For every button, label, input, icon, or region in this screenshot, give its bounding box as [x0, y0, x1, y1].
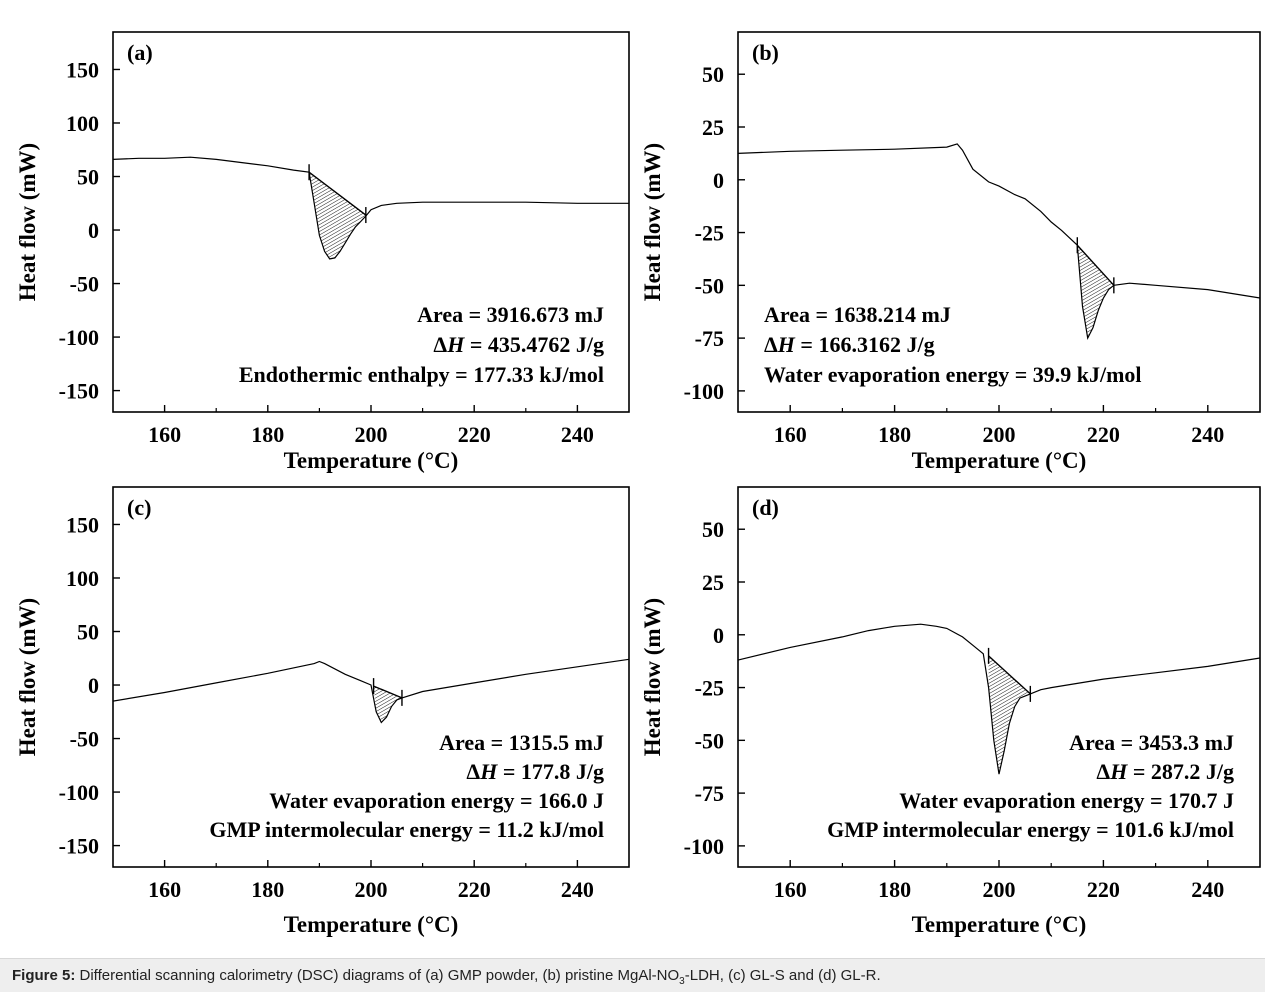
y-tick-label: -25: [695, 221, 724, 246]
dsc-curve: [737, 143, 1261, 341]
chart-panel-0: 160 180 200 220 240 150 100 50 0 -50 -100 -150 Tempe…: [15, 31, 630, 473]
y-tick-label: 50: [702, 517, 724, 542]
y-tick-label: 150: [66, 512, 99, 537]
panel-label: (a): [127, 40, 153, 65]
y-tick-label: 100: [66, 111, 99, 136]
chart-panel-2: 160 180 200 220 240 150 100 50 0 -50 -100 -150 Tempe…: [15, 486, 630, 937]
y-tick-label: 0: [88, 673, 99, 698]
y-tick-label: -50: [70, 272, 99, 297]
y-tick-label: 0: [713, 623, 724, 648]
x-tick-label: 220: [1087, 422, 1120, 447]
dsc-curve: [112, 156, 629, 260]
dsc-figure: 160 180 200 220 240 150 100 50 0 -50 -100 -150 Tempe…: [15, 31, 1261, 937]
integration-baseline: [988, 655, 1031, 695]
y-tick-label: -150: [59, 379, 99, 404]
y-tick-label: -100: [59, 325, 99, 350]
x-tick-label: 200: [355, 422, 388, 447]
integration-baseline: [373, 685, 403, 699]
peak-hatch: [1077, 245, 1114, 339]
y-tick-label: -100: [684, 379, 724, 404]
x-tick-label: 160: [774, 877, 807, 902]
x-axis-label: Temperature (°C): [284, 912, 459, 937]
annotation-text: Water evaporation energy = 170.7 J: [899, 788, 1234, 813]
annotation-text: Area = 3453.3 mJ: [1069, 730, 1234, 755]
annotation-text: Water evaporation energy = 39.9 kJ/mol: [764, 362, 1142, 387]
y-tick-label: 100: [66, 566, 99, 591]
x-tick-label: 200: [983, 422, 1016, 447]
y-tick-label: 25: [702, 570, 724, 595]
caption-text-before: Differential scanning calorimetry (DSC) …: [79, 967, 680, 984]
annotation-text: Water evaporation energy = 166.0 J: [269, 788, 604, 813]
panel-label: (c): [127, 495, 151, 520]
panel-label: (d): [752, 495, 779, 520]
y-tick-label: -100: [59, 780, 99, 805]
y-tick-label: 0: [713, 168, 724, 193]
x-tick-label: 160: [774, 422, 807, 447]
x-tick-label: 160: [148, 422, 181, 447]
caption-subscript: 3: [679, 976, 685, 987]
annotation-text: ΔH = 166.3162 J/g: [764, 332, 935, 357]
dsc-curve: [112, 658, 630, 724]
x-tick-label: 180: [251, 422, 284, 447]
y-axis-label: Heat flow (mW): [640, 143, 665, 301]
x-axis-label: Temperature (°C): [912, 448, 1087, 473]
peak-hatch: [988, 655, 1031, 775]
y-axis-label: Heat flow (mW): [15, 598, 40, 756]
y-tick-label: 25: [702, 115, 724, 140]
y-axis-label: Heat flow (mW): [15, 143, 40, 301]
chart-panel-1: 160 180 200 220 240 50 25 0 -25 -50 -75 -100 Tempera…: [640, 31, 1261, 473]
y-tick-label: 0: [88, 218, 99, 243]
annotation-text: ΔH = 177.8 J/g: [466, 759, 604, 784]
x-tick-label: 220: [458, 422, 491, 447]
y-tick-label: -50: [695, 273, 724, 298]
x-tick-label: 240: [561, 422, 594, 447]
y-tick-label: -25: [695, 676, 724, 701]
dsc-curve: [737, 623, 1261, 775]
y-tick-label: 50: [77, 165, 99, 190]
y-tick-label: 50: [77, 620, 99, 645]
x-tick-label: 160: [148, 877, 181, 902]
x-axis-label: Temperature (°C): [912, 912, 1087, 937]
y-tick-label: -50: [70, 727, 99, 752]
annotation-text: GMP intermolecular energy = 101.6 kJ/mol: [827, 817, 1234, 842]
y-tick-label: -75: [695, 326, 724, 351]
chart-panel-3: 160 180 200 220 240 50 25 0 -25 -50 -75 -100 Tempera…: [640, 486, 1261, 937]
y-tick-label: -100: [684, 834, 724, 859]
x-tick-label: 180: [878, 877, 911, 902]
y-axis-label: Heat flow (mW): [640, 598, 665, 756]
x-axis-label: Temperature (°C): [284, 448, 459, 473]
y-tick-label: -150: [59, 834, 99, 859]
figure-svg: 160 180 200 220 240 150 100 50 0 -50 -100 -150 Tempe…: [15, 31, 1261, 937]
integration-baseline: [308, 171, 367, 216]
annotation-text: ΔH = 435.4762 J/g: [433, 332, 604, 357]
panel-label: (b): [752, 40, 779, 65]
x-tick-label: 240: [1191, 422, 1224, 447]
x-tick-label: 200: [983, 877, 1016, 902]
x-tick-label: 180: [878, 422, 911, 447]
annotation-text: GMP intermolecular energy = 11.2 kJ/mol: [209, 817, 604, 842]
caption-label: Figure 5:: [12, 967, 76, 984]
annotation-text: Area = 1315.5 mJ: [439, 730, 604, 755]
y-tick-label: -75: [695, 781, 724, 806]
annotation-text: Endothermic enthalpy = 177.33 kJ/mol: [239, 362, 604, 387]
x-tick-label: 200: [355, 877, 388, 902]
y-tick-label: -50: [695, 728, 724, 753]
peak-hatch: [309, 172, 366, 259]
x-tick-label: 180: [251, 877, 284, 902]
annotation-text: Area = 3916.673 mJ: [417, 302, 604, 327]
x-tick-label: 240: [1191, 877, 1224, 902]
y-tick-label: 50: [702, 62, 724, 87]
annotation-text: Area = 1638.214 mJ: [764, 302, 951, 327]
x-tick-label: 240: [561, 877, 594, 902]
y-tick-label: 150: [66, 57, 99, 82]
integration-baseline: [1076, 244, 1115, 286]
annotation-text: ΔH = 287.2 J/g: [1096, 759, 1234, 784]
x-tick-label: 220: [458, 877, 491, 902]
x-tick-label: 220: [1087, 877, 1120, 902]
figure-caption: Figure 5: Differential scanning calorime…: [0, 958, 1265, 992]
caption-text-after: -LDH, (c) GL-S and (d) GL-R.: [684, 967, 881, 984]
